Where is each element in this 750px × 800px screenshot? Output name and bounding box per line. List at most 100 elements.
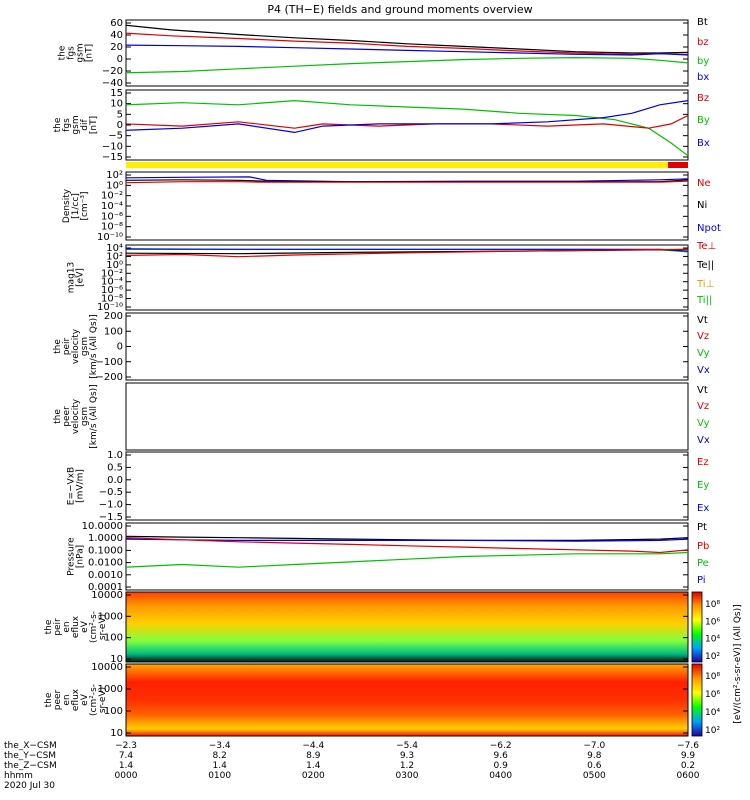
colorbar	[691, 591, 703, 663]
y-tick-label: 40	[110, 30, 123, 41]
y-axis-label-line: the	[58, 45, 68, 60]
y-tick-label: 100	[104, 326, 123, 337]
x-axis-labels: the_X−CSM −2.3 −3.4 −4.4 −5.4 −6.2 −7.0 −7.6 the…	[4, 741, 700, 791]
legend-entry: Vx	[697, 435, 710, 446]
x-tick-label: −7.0	[583, 741, 605, 751]
y-tick-label: −0.5	[99, 487, 123, 498]
spectrogram-peir_en_eflux	[126, 592, 688, 662]
x-axis-row-label: hhmm	[4, 771, 33, 781]
x-tick-label: 0600	[677, 771, 700, 781]
y-axis-label-line: mag13	[67, 262, 77, 293]
panel-frame	[125, 244, 689, 311]
y-axis-label-line: fgs	[67, 46, 77, 60]
legend-entry: Ex	[697, 503, 709, 514]
y-axis-label: mag13 [eV]	[67, 262, 86, 293]
y-tick-label: 10	[110, 654, 123, 665]
quality-bar-flag	[668, 162, 688, 168]
y-axis-label-line: [nT]	[89, 116, 99, 134]
x-tick-label: −3.4	[209, 741, 231, 751]
y-axis-label-line: en	[62, 694, 72, 705]
y-axis-label-line: gsm	[80, 337, 90, 356]
y-tick-label: 10000	[91, 662, 123, 673]
y-tick-label: 10	[110, 728, 123, 739]
panel-peer_en_eflux: 10⁸ 10⁶ 10⁴ 10² 10000 1000 100 10 the peer en eflux…	[44, 662, 720, 739]
legend-entry: Pt	[697, 522, 707, 533]
y-axis-label-line: velocity	[71, 328, 81, 364]
colorbar-tick-label: 10⁸	[705, 672, 720, 682]
y-tick-label: 200	[104, 311, 123, 322]
y-tick-label: −5	[108, 131, 123, 142]
y-axis-label-line: eflux	[71, 688, 81, 711]
x-tick-label: 9.9	[681, 751, 696, 761]
y-axis-label: the peir en eflux eV (cm²-s-sr-eV)	[44, 611, 108, 643]
panel-frame	[125, 382, 689, 451]
colorbar-tick-label: 10²	[705, 652, 720, 662]
y-tick-label: 10⁻⁴	[101, 277, 123, 288]
series-line-Bt	[125, 24, 689, 54]
y-axis-label-line: [1/cc]	[71, 193, 81, 219]
legend-entry: Pe	[697, 558, 709, 569]
y-tick-label: 10000	[91, 590, 123, 601]
y-tick-label: 10²	[106, 251, 123, 262]
colorbar-tick-label: 10⁶	[705, 617, 720, 627]
series-line-Ne	[125, 180, 689, 184]
panel-frame	[125, 19, 689, 87]
legend-entry: Vx	[697, 365, 710, 376]
panel-efield: 1.00.5 0.0−0.5 −1.0−1.5 E=−VxB [mV/m] Ez Ey Ex	[67, 450, 710, 523]
y-tick-label: 10⁰	[106, 260, 123, 271]
y-axis-label-line: sr-eV)	[98, 687, 108, 713]
colorbar-tick-label: 10⁸	[705, 600, 720, 610]
quality-bar	[126, 162, 668, 168]
y-tick-label: 10⁻¹⁰	[97, 232, 123, 243]
y-tick-label: 0.5	[107, 462, 123, 473]
y-axis-label-line: (cm²-s-	[89, 611, 99, 643]
y-tick-label: 0	[117, 54, 123, 65]
y-tick-label: −20	[102, 66, 123, 77]
x-tick-label: 0500	[583, 771, 606, 781]
y-axis-label: Pressure [nPa]	[67, 537, 86, 576]
panel-frame	[125, 591, 689, 663]
y-tick-label: 5	[117, 109, 123, 120]
legend-entry: By	[697, 115, 710, 126]
y-tick-label: −1.5	[99, 512, 123, 523]
legend-entry: Npot	[697, 223, 721, 234]
y-axis-label-line: peer	[62, 406, 72, 427]
y-tick-label: 10⁻⁴	[101, 201, 123, 212]
y-axis-label-line: Density	[62, 188, 72, 223]
x-axis-row-label: the_X−CSM	[4, 741, 57, 751]
legend-entry: Vz	[697, 401, 709, 412]
y-axis-label-line: en	[62, 621, 72, 632]
legend-entry: Vy	[697, 418, 710, 429]
y-axis-label-line: [nT]	[85, 44, 95, 62]
y-tick-label: 10⁻²	[101, 191, 123, 202]
x-tick-label: 0200	[302, 771, 325, 781]
colorbar-label-text: [eV/(cm²-s-sr-eV)] (All Qs)]	[733, 604, 743, 723]
x-tick-label: 1.2	[400, 761, 414, 771]
y-axis-label-line: sr-eV)	[98, 614, 108, 640]
panel-peer_velocity: the peer velocity gsm [km/s (All Qs)] Vt Vz Vy V…	[53, 382, 710, 451]
legend-entry: Pi	[697, 575, 706, 586]
legend-entry: Bt	[697, 17, 708, 28]
legend-entry: bx	[697, 72, 709, 83]
y-axis-label-line: [cm⁻³]	[80, 191, 90, 220]
y-axis-label-line: [km/s (All Qs)]	[89, 314, 99, 378]
legend-entry: Bz	[697, 93, 709, 104]
legend-entry: Ti⊥	[696, 279, 714, 290]
y-axis-label-line: fgs	[62, 118, 72, 132]
y-tick-label: −100	[96, 357, 123, 368]
legend-entry: Vt	[697, 315, 708, 326]
colorbar	[691, 663, 703, 737]
y-tick-label: 0.0010	[88, 570, 123, 581]
y-tick-label: 10	[110, 99, 123, 110]
x-tick-label: 7.4	[119, 751, 134, 761]
legend-entry: Bx	[697, 138, 710, 149]
y-tick-label: −1.0	[99, 500, 123, 511]
y-tick-label: 1.0	[107, 450, 123, 461]
x-tick-label: 0.6	[587, 761, 602, 771]
y-axis-label: Density [1/cc] [cm⁻³]	[62, 188, 90, 223]
series-line-by	[125, 56, 689, 74]
